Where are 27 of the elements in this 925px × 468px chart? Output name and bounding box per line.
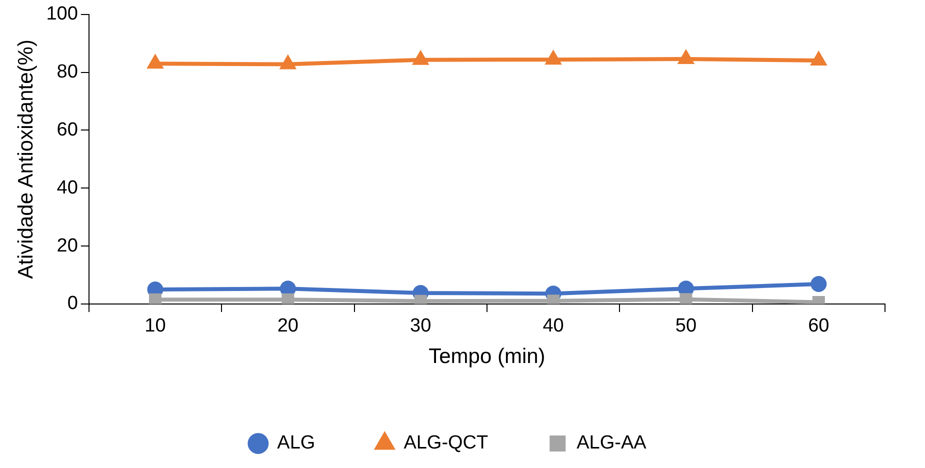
y-tick-label: 80 <box>56 62 78 83</box>
point <box>810 276 827 292</box>
point <box>811 52 826 66</box>
point <box>280 56 296 70</box>
y-tick-label: 20 <box>56 235 78 256</box>
point <box>148 56 162 69</box>
legend-label: ALG-QCT <box>404 432 489 454</box>
x-tick-label: 10 <box>144 316 166 337</box>
point <box>413 52 428 65</box>
y-tick-label: 40 <box>56 177 78 198</box>
y-axis-title: Atividade Antioxidante(%) <box>14 40 38 279</box>
x-tick-label: 50 <box>675 316 697 337</box>
y-tick-label: 100 <box>46 4 78 25</box>
x-tick-label: 60 <box>808 316 830 337</box>
legend-label: ALG <box>277 432 316 454</box>
point <box>149 293 162 304</box>
x-tick-label: 30 <box>410 316 432 337</box>
legend-label: ALG-AA <box>576 432 647 454</box>
y-tick-label: 60 <box>56 119 78 140</box>
x-axis-title: Tempo (min) <box>428 345 546 368</box>
point <box>680 293 692 304</box>
point <box>678 51 694 64</box>
point <box>282 293 294 304</box>
x-tick-label: 40 <box>542 316 564 337</box>
x-tick-label: 20 <box>277 316 298 337</box>
point <box>546 52 560 65</box>
y-tick-label: 0 <box>67 293 78 314</box>
